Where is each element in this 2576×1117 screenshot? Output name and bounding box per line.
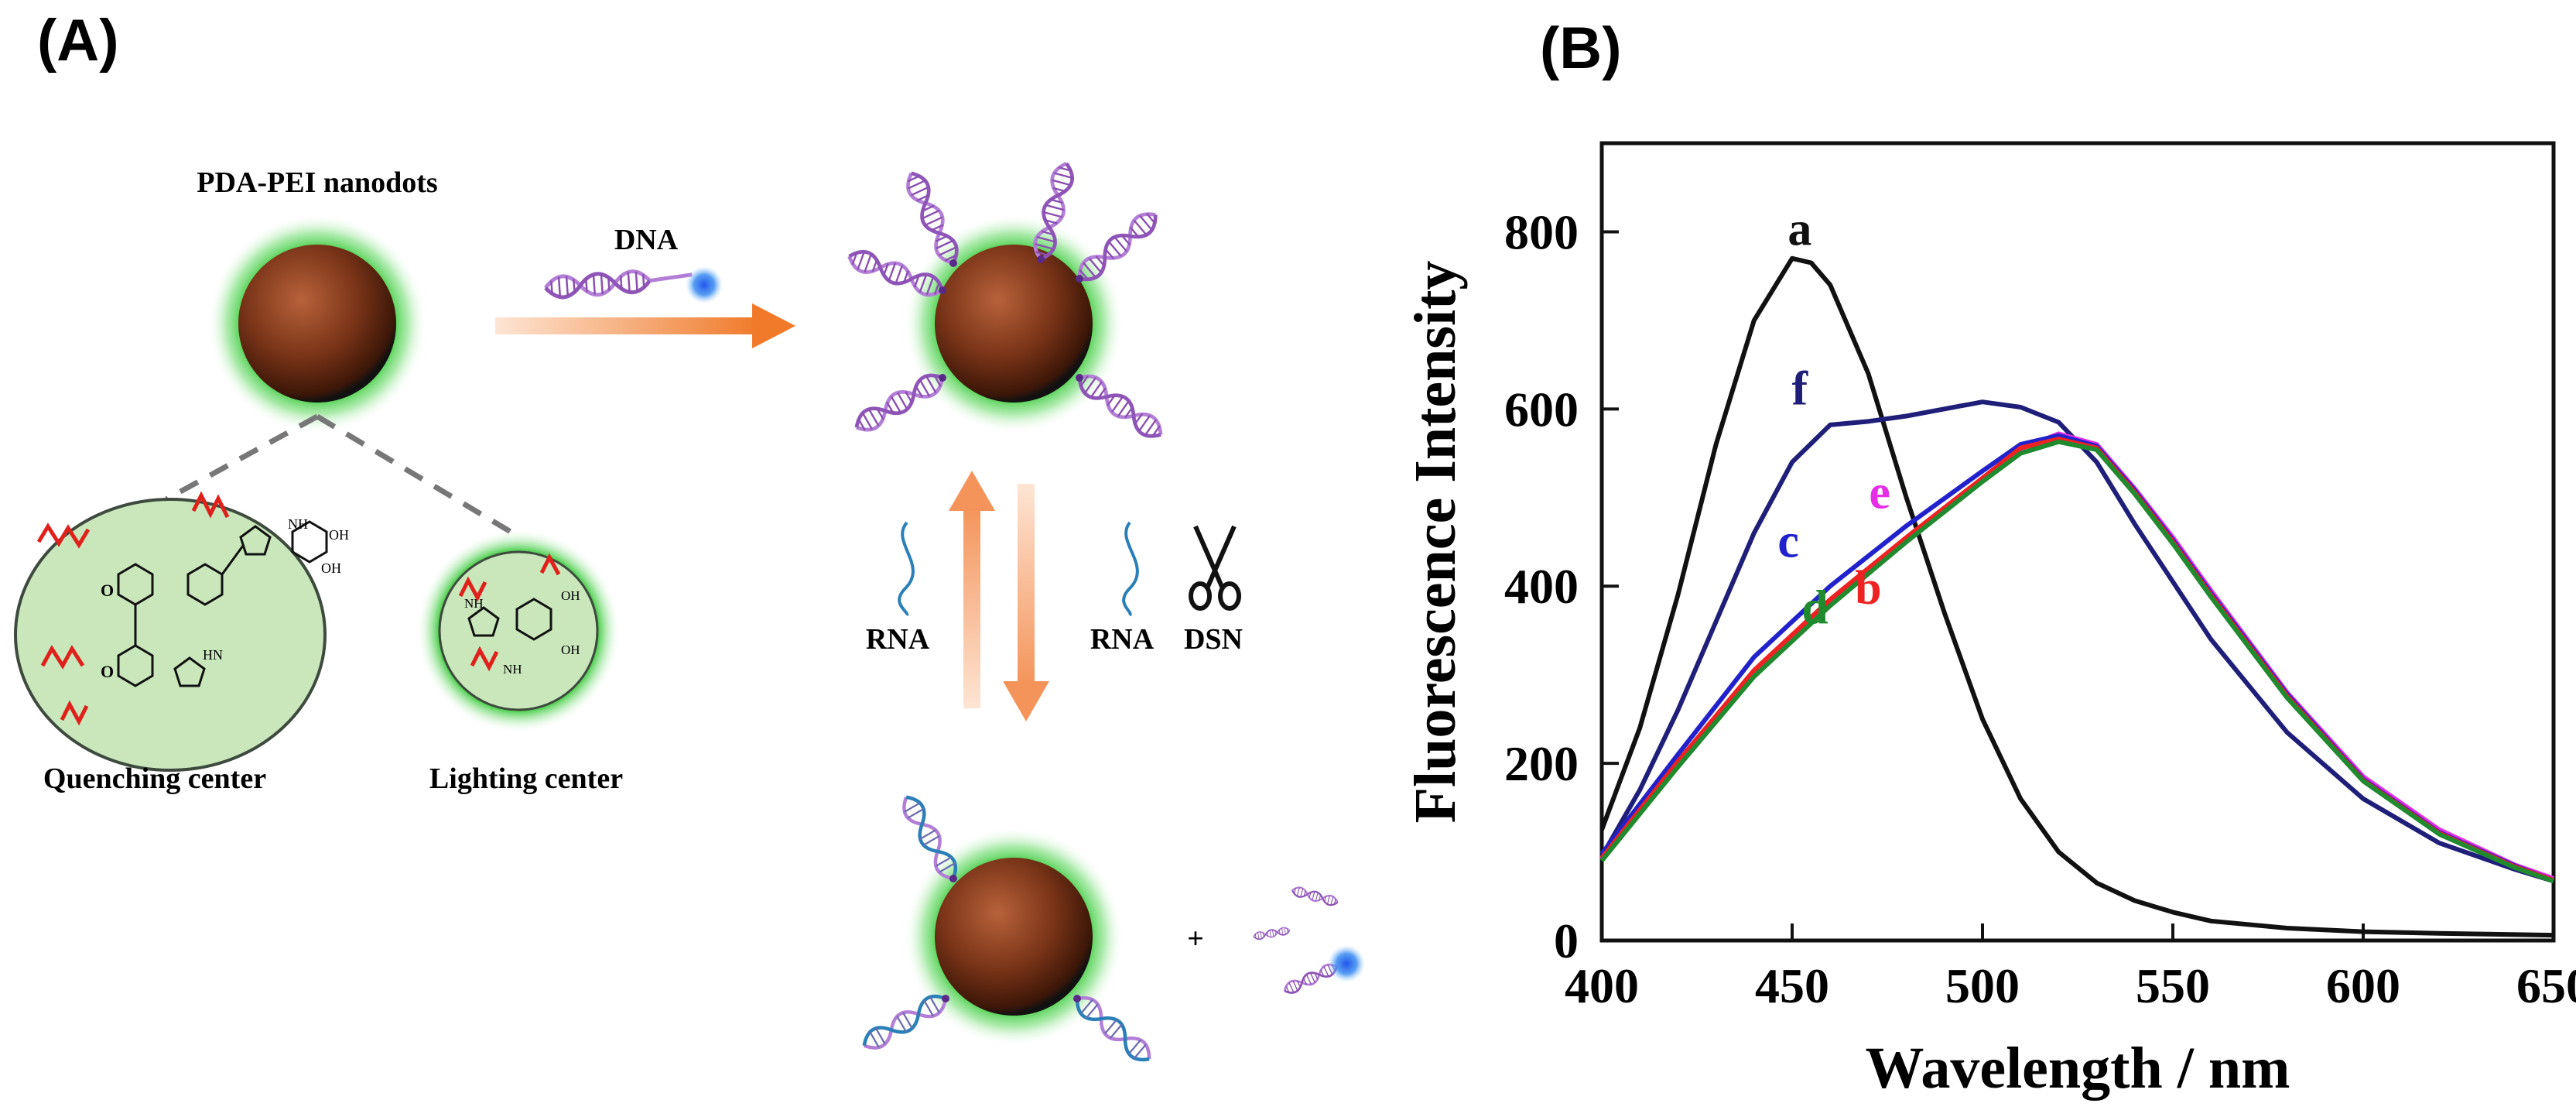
svg-text:OH: OH xyxy=(561,642,580,657)
svg-text:O: O xyxy=(101,662,114,681)
released-fluorophore-icon xyxy=(1328,945,1365,982)
panel-b-tag: (B) xyxy=(1540,15,1622,81)
nanodot-particle xyxy=(238,245,396,403)
y-tick-label: 800 xyxy=(1504,204,1579,259)
svg-text:NH: NH xyxy=(464,596,484,611)
quenching-pei-chains xyxy=(36,491,230,726)
x-tick-label: 550 xyxy=(2136,958,2210,1013)
series-line-d xyxy=(1599,439,2554,884)
nanodot-label: PDA-PEI nanodots xyxy=(197,166,437,199)
scissors-icon xyxy=(1189,525,1241,611)
svg-text:NH: NH xyxy=(503,662,522,677)
svg-text:HN: HN xyxy=(203,647,223,663)
hybridized-nanodot xyxy=(860,793,1155,1067)
panel-a-tag: (A) xyxy=(37,8,119,74)
curve-label-b: b xyxy=(1855,562,1881,615)
plus-sign: + xyxy=(1187,923,1204,955)
x-tick-label: 600 xyxy=(2326,958,2400,1013)
svg-text:O: O xyxy=(101,581,114,600)
fluorescence-chart: 400 450 500 550 600 650 0 200 400 600 800 Wavelengt… xyxy=(1403,141,2576,1101)
y-tick-label: 200 xyxy=(1504,736,1579,791)
dna-loaded-nanodot xyxy=(846,161,1166,443)
svg-text:OH: OH xyxy=(329,527,349,543)
release-arrow-up xyxy=(949,471,995,708)
quenching-structure: O O NH OH OH HN xyxy=(101,516,349,687)
y-axis-title: Fluorescence Intensity xyxy=(1403,261,1468,824)
x-tick-label: 650 xyxy=(2516,958,2576,1013)
series-line-f xyxy=(1599,399,2554,884)
y-tick-label: 0 xyxy=(1554,913,1579,968)
quenching-center-inset: O O NH OH OH HN xyxy=(14,491,349,772)
series-line-a xyxy=(1599,255,2554,938)
svg-text:OH: OH xyxy=(561,588,580,603)
x-tick-label: 450 xyxy=(1755,958,1829,1013)
x-tick-label: 500 xyxy=(1945,958,2020,1013)
x-tick-label: 400 xyxy=(1565,958,1639,1013)
curve-label-f: f xyxy=(1792,363,1809,416)
y-tick-label: 600 xyxy=(1504,382,1579,437)
curve-label-a: a xyxy=(1787,204,1811,256)
rna-left-label: RNA xyxy=(866,623,930,656)
fluorophore-icon xyxy=(686,266,723,303)
dsn-label: DSN xyxy=(1184,623,1243,656)
hybridize-arrow-down xyxy=(1003,484,1049,721)
binding-arrow xyxy=(495,303,795,348)
curve-label-e: e xyxy=(1869,467,1890,519)
lighting-label: Lighting center xyxy=(429,762,623,795)
lighting-center-inset: NH OH OH NH xyxy=(416,529,621,733)
dna-label: DNA xyxy=(614,224,679,256)
svg-text:OH: OH xyxy=(321,560,341,576)
rna-right-label: RNA xyxy=(1090,623,1155,656)
dna-probe xyxy=(545,267,693,298)
lighting-structure: NH OH OH NH xyxy=(464,588,580,677)
panel-b: (B) 400 450 500 550 600 650 0 200 400 600 800 Wavel… xyxy=(1403,15,2576,1101)
curve-label-c: c xyxy=(1777,515,1799,567)
panel-a: (A) PDA-PEI nanodots O O NH OH xyxy=(14,8,1365,1067)
plot-frame xyxy=(1599,141,2556,943)
y-tick-label: 400 xyxy=(1504,559,1579,614)
rna-strand-right xyxy=(1122,521,1139,617)
quenching-label: Quenching center xyxy=(43,762,266,795)
released-dna-fragments xyxy=(1252,885,1365,998)
x-axis-title: Wavelength / nm xyxy=(1866,1036,2290,1101)
curve-label-d: d xyxy=(1801,581,1828,634)
svg-text:NH: NH xyxy=(288,516,308,532)
rna-strand-left xyxy=(898,521,915,617)
connector-lighting xyxy=(316,413,516,537)
connector-quenching xyxy=(165,413,319,502)
quenching-ellipse xyxy=(14,498,327,772)
lighting-pei-chains xyxy=(458,553,561,672)
